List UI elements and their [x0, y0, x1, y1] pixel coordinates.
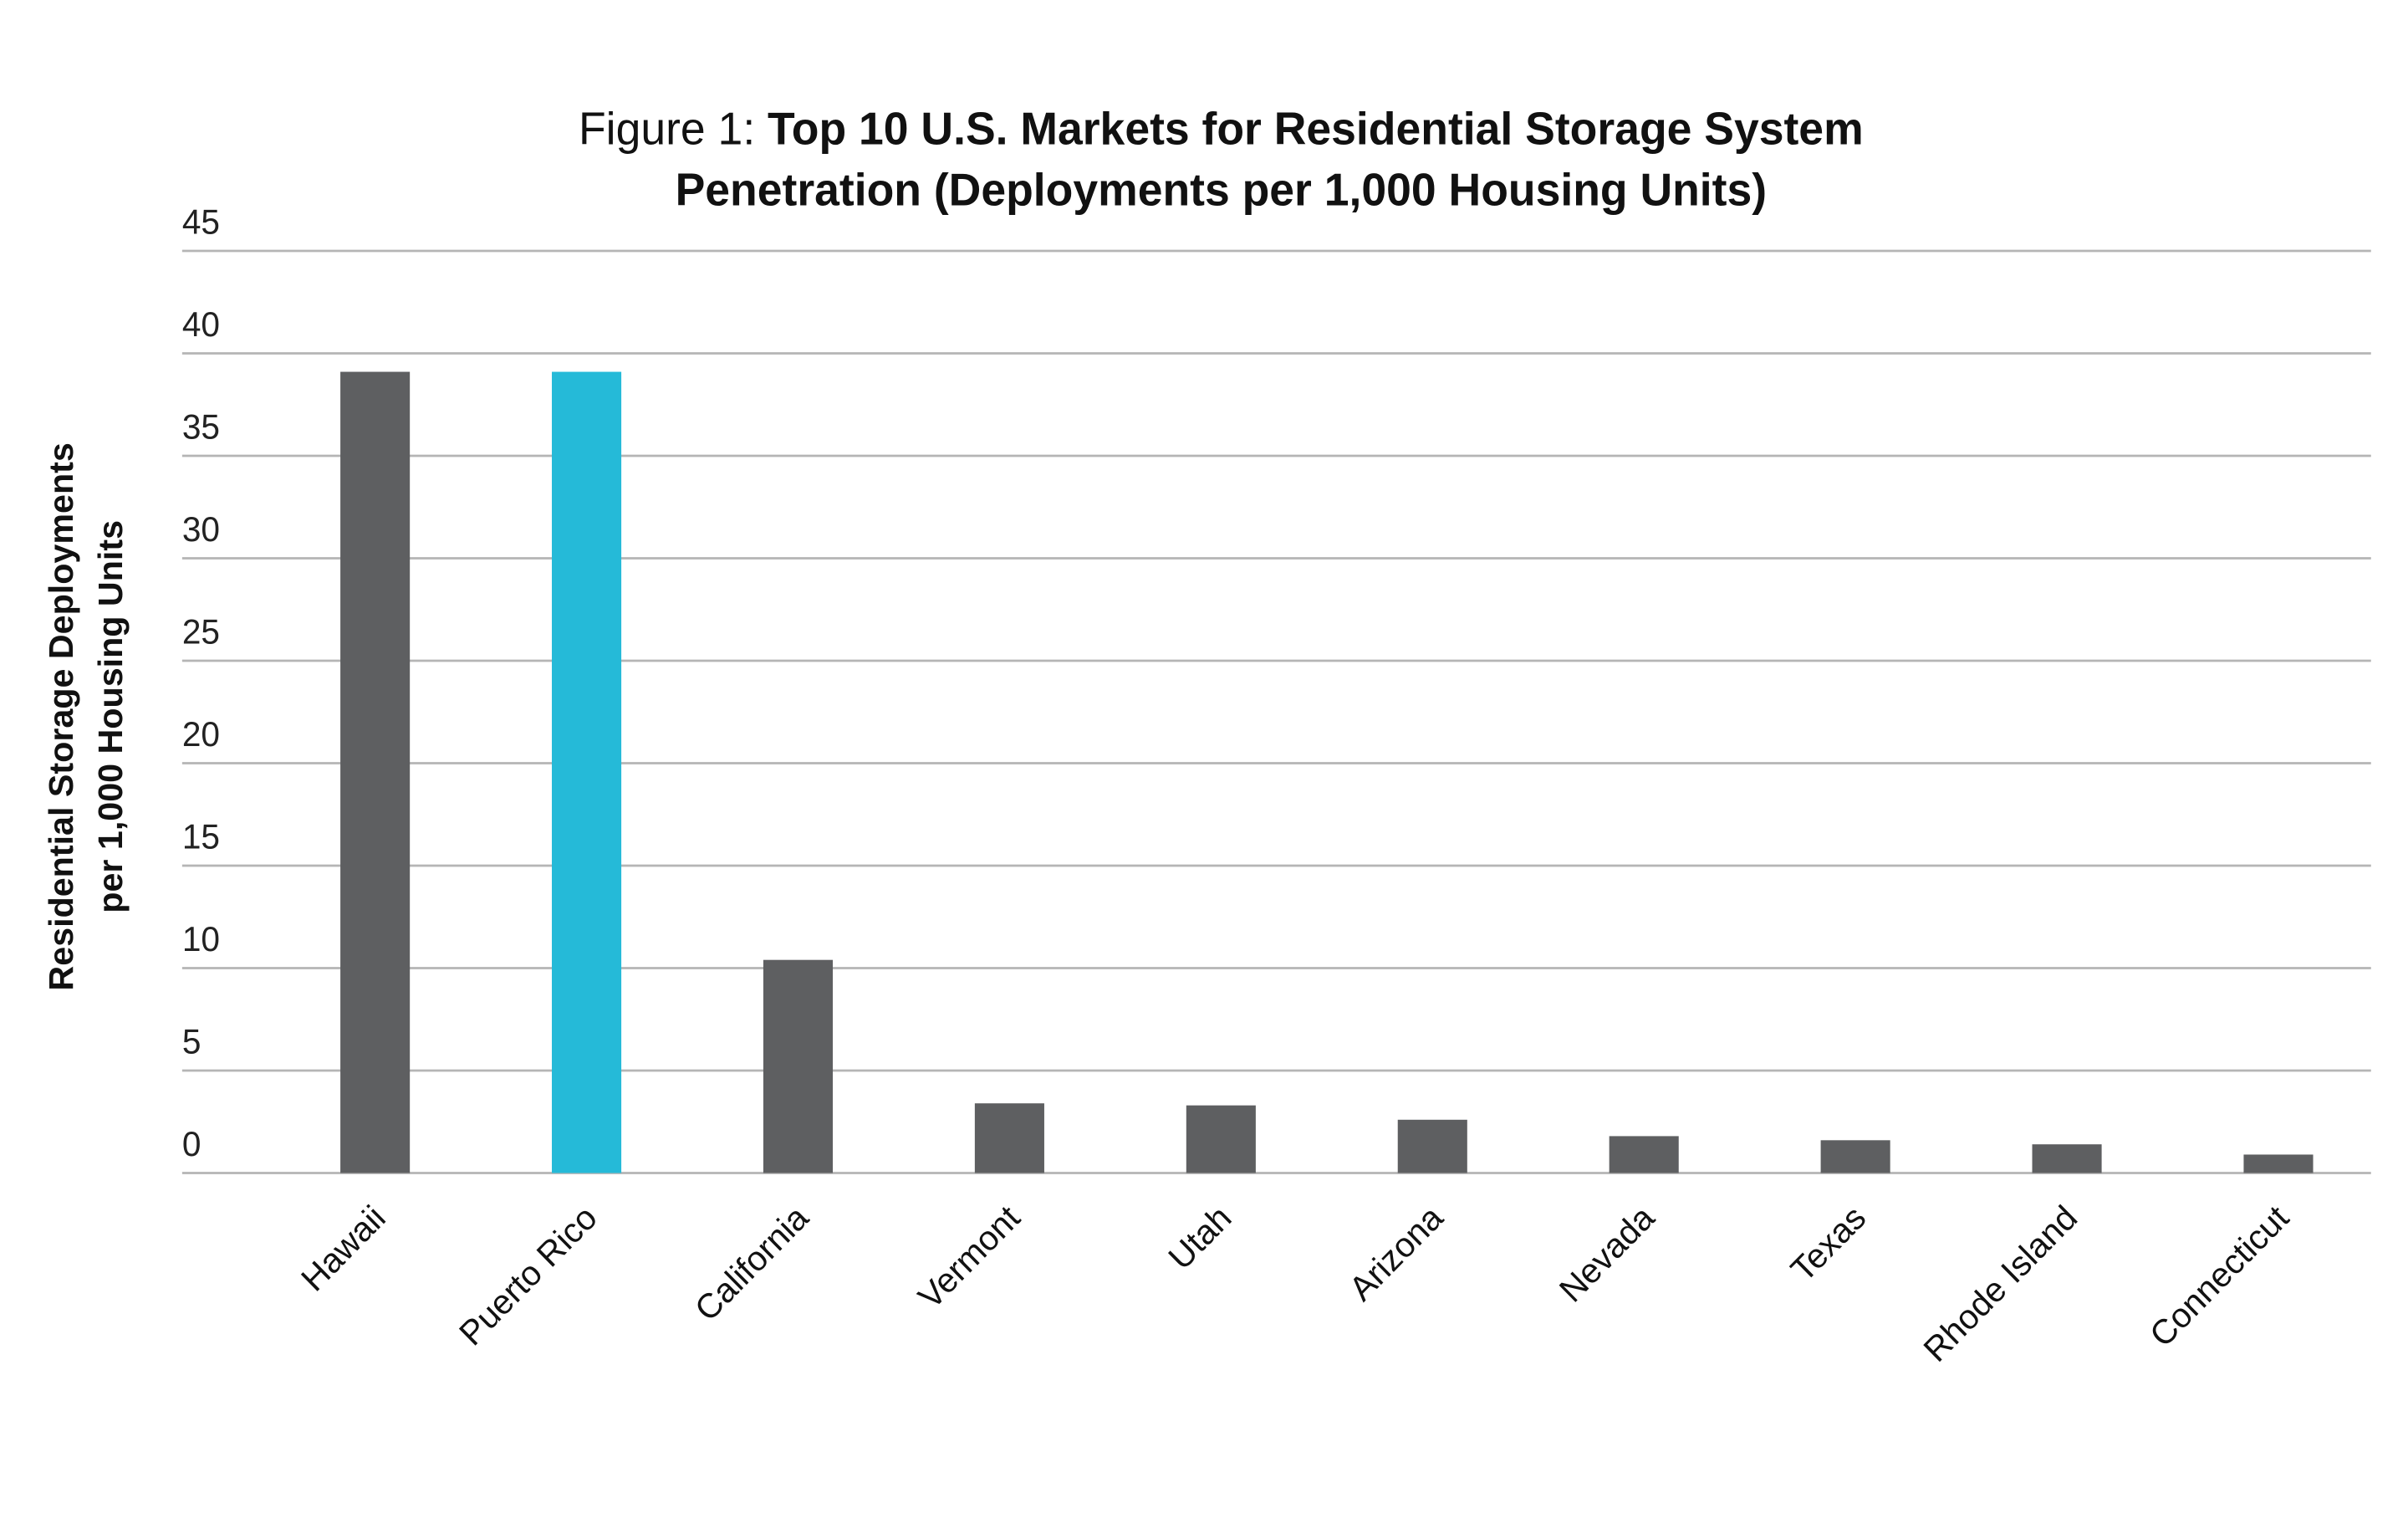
bar-texas [1820, 1140, 1890, 1173]
x-tick-label: Texas [1783, 1198, 1873, 1289]
y-tick-label: 45 [182, 202, 220, 241]
chart-title-line2: Penetration (Deployments per 1,000 Housi… [676, 165, 1768, 215]
chart-title-main: Top 10 U.S. Markets for Residential Stor… [768, 104, 1864, 154]
x-tick-label: Rhode Island [1916, 1198, 2084, 1369]
bar-nevada [1609, 1136, 1679, 1173]
y-tick-label: 5 [182, 1022, 202, 1061]
x-tick-label: Vermont [911, 1198, 1028, 1316]
x-tick-label: Utah [1161, 1198, 1238, 1276]
x-tick-label: California [687, 1198, 816, 1328]
y-tick-label: 20 [182, 715, 220, 754]
chart-title-prefix: Figure 1: [579, 104, 768, 154]
x-tick-label: Puerto Rico [452, 1198, 604, 1352]
bar-puerto-rico [552, 371, 622, 1173]
y-tick-label: 25 [182, 612, 220, 651]
bar-california [763, 959, 834, 1173]
bar-utah [1186, 1105, 1256, 1173]
y-tick-label: 35 [182, 407, 220, 446]
y-tick-label: 40 [182, 305, 220, 344]
bar-arizona [1397, 1119, 1467, 1173]
bar-hawaii [340, 371, 411, 1173]
bar-rhode-island [2032, 1144, 2102, 1173]
y-axis-label-line2: per 1,000 Housing Units [91, 520, 130, 913]
x-tick-label: Nevada [1552, 1198, 1661, 1309]
y-tick-label: 0 [182, 1125, 202, 1163]
x-tick-label: Hawaii [293, 1198, 392, 1298]
y-tick-label: 10 [182, 920, 220, 958]
x-tick-label: Arizona [1342, 1198, 1451, 1308]
bar-connecticut [2243, 1154, 2314, 1173]
y-tick-label: 15 [182, 817, 220, 856]
x-tick-label: Connecticut [2142, 1198, 2296, 1354]
y-axis-label-line1: Residential Storage Deployments [42, 442, 80, 990]
bar-vermont [974, 1103, 1044, 1173]
y-tick-label: 30 [182, 510, 220, 549]
chart-title-line1: Figure 1: Top 10 U.S. Markets for Reside… [579, 104, 1864, 154]
